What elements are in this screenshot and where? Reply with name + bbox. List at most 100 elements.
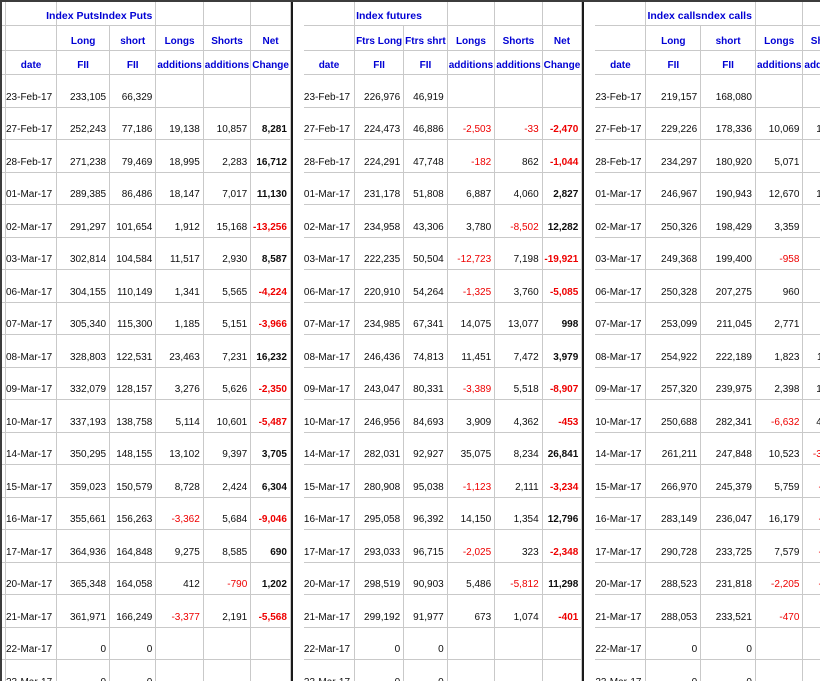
cell-shorts_add[interactable]: 7,875: [802, 269, 820, 303]
cell-longs_add[interactable]: 14,150: [447, 497, 496, 530]
column-header[interactable]: additions: [447, 50, 496, 75]
cell-shorts_add[interactable]: [802, 659, 820, 681]
cell-shorts_add[interactable]: 2,930: [203, 237, 252, 270]
cell-date[interactable]: 02-Mar-17: [303, 204, 356, 238]
cell-short[interactable]: 96,715: [403, 529, 448, 563]
cell-longs_add[interactable]: -12,723: [447, 237, 496, 270]
cell-shorts_add[interactable]: [802, 74, 820, 108]
column-header[interactable]: Change: [250, 50, 291, 75]
cell-date[interactable]: 09-Mar-17: [595, 367, 647, 400]
cell-spacer[interactable]: [2, 497, 6, 530]
cell-shorts_add[interactable]: [494, 74, 543, 108]
cell-short[interactable]: 245,379: [700, 464, 756, 498]
cell-short[interactable]: 110,149: [109, 269, 157, 303]
column-header[interactable]: FII: [109, 50, 157, 75]
cell-shorts_add[interactable]: -790: [203, 562, 252, 595]
cell-shorts_add[interactable]: 5,626: [203, 367, 252, 400]
cell-longs_add[interactable]: [755, 627, 804, 660]
cell-long[interactable]: 332,079: [56, 367, 111, 400]
cell-net[interactable]: -2,348: [542, 529, 583, 563]
cell-short[interactable]: 211,045: [700, 302, 756, 335]
cell-short[interactable]: 0: [403, 627, 448, 660]
cell-net[interactable]: [542, 659, 583, 681]
cell-long[interactable]: 350,295: [56, 432, 111, 465]
cell-short[interactable]: 168,080: [700, 74, 756, 108]
cell-date[interactable]: 20-Mar-17: [5, 562, 58, 595]
cell-shorts_add[interactable]: -33: [494, 107, 543, 140]
column-header[interactable]: additions: [155, 50, 204, 75]
cell-spacer[interactable]: [2, 367, 6, 400]
cell-date[interactable]: 14-Mar-17: [5, 432, 58, 465]
cell-short[interactable]: 128,157: [109, 367, 157, 400]
cell-shorts_add[interactable]: 11,144: [802, 334, 820, 368]
cell-longs_add[interactable]: -958: [755, 237, 804, 270]
cell-spacer[interactable]: [2, 2, 6, 26]
cell-short[interactable]: 0: [700, 627, 756, 660]
cell-short[interactable]: 51,808: [403, 172, 448, 205]
cell-shorts_add[interactable]: 9,397: [203, 432, 252, 465]
cell-spacer[interactable]: [2, 25, 6, 51]
cell-short[interactable]: 101,654: [109, 204, 157, 238]
cell-shorts_add[interactable]: -2,322: [802, 529, 820, 563]
cell-longs_add[interactable]: [755, 659, 804, 681]
cell-longs_add[interactable]: [155, 627, 204, 660]
cell-date[interactable]: 23-Feb-17: [595, 74, 647, 108]
cell-long[interactable]: 0: [354, 627, 405, 660]
cell-net[interactable]: -3,234: [542, 464, 583, 498]
cell-longs_add[interactable]: [447, 659, 496, 681]
cell-spacer[interactable]: [2, 269, 6, 303]
cell-longs_add[interactable]: 19,138: [155, 107, 204, 140]
cell-long[interactable]: 304,155: [56, 269, 111, 303]
cell-spacer[interactable]: [2, 627, 6, 660]
cell-longs_add[interactable]: 7,579: [755, 529, 804, 563]
cell-net[interactable]: 3,705: [250, 432, 291, 465]
cell-longs_add[interactable]: 3,909: [447, 399, 496, 433]
cell-longs_add[interactable]: 1,185: [155, 302, 204, 335]
cell-shorts_add[interactable]: 17,786: [802, 367, 820, 400]
cell-longs_add[interactable]: 16,179: [755, 497, 804, 530]
cell-short[interactable]: 0: [109, 627, 157, 660]
column-header[interactable]: FII: [700, 50, 756, 75]
cell-date[interactable]: 20-Mar-17: [595, 562, 647, 595]
cell-shorts_add[interactable]: 2,191: [203, 594, 252, 628]
cell-longs_add[interactable]: 11,517: [155, 237, 204, 270]
cell-spacer[interactable]: [2, 562, 6, 595]
cell-longs_add[interactable]: 10,523: [755, 432, 804, 465]
cell-long[interactable]: 250,688: [645, 399, 702, 433]
cell-shorts_add[interactable]: 4,060: [494, 172, 543, 205]
cell-shorts_add[interactable]: 3,770: [802, 302, 820, 335]
cell-date[interactable]: 15-Mar-17: [595, 464, 647, 498]
cell-shorts_add[interactable]: 5,151: [203, 302, 252, 335]
cell-spacer[interactable]: [2, 594, 6, 628]
column-header[interactable]: Net: [542, 25, 583, 51]
cell-short[interactable]: 84,693: [403, 399, 448, 433]
cell-date[interactable]: 21-Mar-17: [5, 594, 58, 628]
cell-date[interactable]: 28-Feb-17: [595, 139, 647, 173]
cell-net[interactable]: 3,979: [542, 334, 583, 368]
cell-date[interactable]: 20-Mar-17: [303, 562, 356, 595]
cell-date[interactable]: 09-Mar-17: [303, 367, 356, 400]
cell-shorts_add[interactable]: 971: [802, 237, 820, 270]
cell-longs_add[interactable]: 12,670: [755, 172, 804, 205]
cell-shorts_add[interactable]: 5,565: [203, 269, 252, 303]
cell-date[interactable]: 23-Feb-17: [303, 74, 356, 108]
cell-long[interactable]: 252,243: [56, 107, 111, 140]
cell-short[interactable]: 166,249: [109, 594, 157, 628]
cell-net[interactable]: -401: [542, 594, 583, 628]
cell-date[interactable]: 17-Mar-17: [303, 529, 356, 563]
cell-short[interactable]: 43,306: [403, 204, 448, 238]
cell-shorts_add[interactable]: 2,424: [203, 464, 252, 498]
column-header[interactable]: Shorts: [802, 25, 820, 51]
cell-shorts_add[interactable]: [203, 627, 252, 660]
cell-long[interactable]: 224,291: [354, 139, 405, 173]
cell-date[interactable]: 22-Mar-17: [595, 627, 647, 660]
cell-date[interactable]: 22-Mar-17: [303, 627, 356, 660]
cell-longs_add[interactable]: 8,728: [155, 464, 204, 498]
cell-net[interactable]: 690: [250, 529, 291, 563]
cell-spacer[interactable]: [2, 399, 6, 433]
cell-date[interactable]: 28-Feb-17: [5, 139, 58, 173]
cell-longs_add[interactable]: 3,780: [447, 204, 496, 238]
cell-shorts_add[interactable]: -5,812: [494, 562, 543, 595]
cell-longs_add[interactable]: -1,325: [447, 269, 496, 303]
cell-long[interactable]: 0: [56, 627, 111, 660]
